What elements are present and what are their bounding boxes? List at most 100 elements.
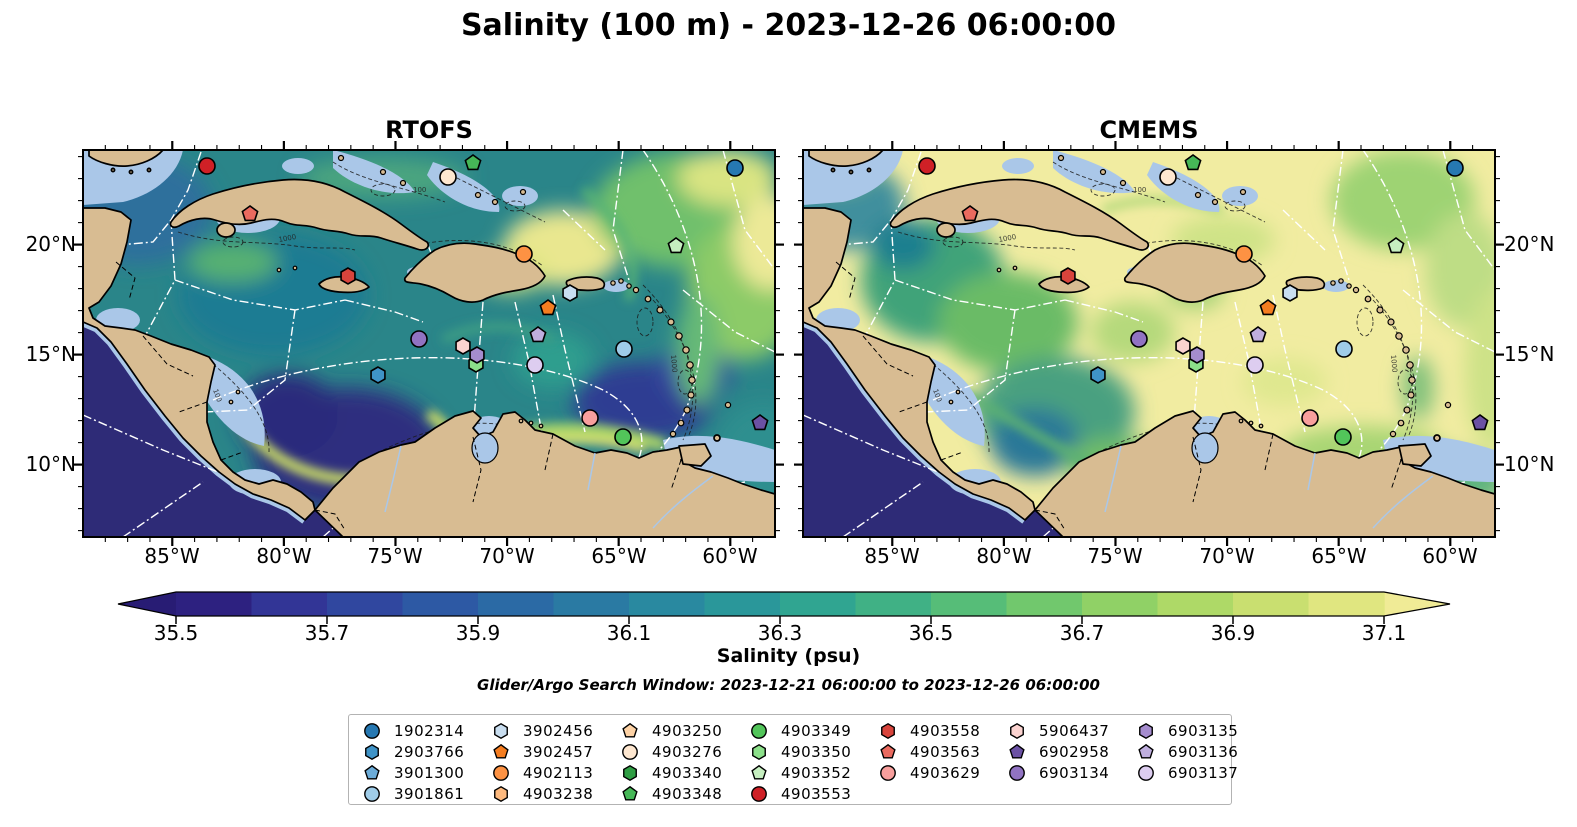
colorbar-tick-label: 35.7 bbox=[304, 621, 350, 645]
legend-marker-circle-icon bbox=[1138, 765, 1154, 781]
lon-tick-label-0-4: 65°W bbox=[591, 544, 647, 568]
legend-marker-circle-icon bbox=[751, 723, 767, 739]
legend-item-label: 4903276 bbox=[652, 743, 723, 761]
legend-item: 4903276 bbox=[621, 742, 722, 762]
colorbar-tick-label: 36.3 bbox=[757, 621, 803, 645]
legend-marker-hexagon-icon bbox=[365, 743, 379, 761]
colorbar-tick-label: 37.1 bbox=[1361, 621, 1407, 645]
legend-marker-circle-icon bbox=[1009, 765, 1025, 781]
legend-item-label: 4903350 bbox=[781, 743, 852, 761]
lon-tick-label-0-1: 80°W bbox=[256, 544, 312, 568]
legend-item: 3901861 bbox=[363, 784, 464, 804]
legend-item-label: 6903134 bbox=[1039, 764, 1110, 782]
lat-tick-label-left-0: 20°N bbox=[25, 232, 76, 256]
legend-item: 3902456 bbox=[492, 721, 593, 741]
panel-title-rtofs: RTOFS bbox=[385, 116, 473, 144]
search-window-subtitle: Glider/Argo Search Window: 2023-12-21 06… bbox=[477, 676, 1100, 694]
legend-item: 4903348 bbox=[621, 784, 722, 804]
legend-item: 1902314 bbox=[363, 721, 464, 741]
lon-tick-label-0-2: 75°W bbox=[367, 544, 423, 568]
legend-marker-pentagon-icon bbox=[751, 764, 767, 780]
panel-title-cmems: CMEMS bbox=[1099, 116, 1199, 144]
legend-item: 4903629 bbox=[879, 763, 980, 783]
legend-item: 4902113 bbox=[492, 763, 593, 783]
legend-item-label: 6902958 bbox=[1039, 743, 1110, 761]
figure-title: Salinity (100 m) - 2023-12-26 06:00:00 bbox=[460, 8, 1117, 43]
legend-marker-hexagon-icon bbox=[881, 722, 895, 740]
legend-item: 4903350 bbox=[750, 742, 851, 762]
legend-marker-hexagon-icon bbox=[752, 743, 766, 761]
legend-marker-pentagon-icon bbox=[493, 743, 509, 759]
legend-item-label: 6903135 bbox=[1168, 722, 1239, 740]
map-border bbox=[82, 149, 776, 538]
colorbar-tick-label: 36.7 bbox=[1059, 621, 1105, 645]
legend-marker-hexagon-icon bbox=[494, 785, 508, 803]
lon-tick-label-1-3: 70°W bbox=[1199, 544, 1255, 568]
legend-marker-pentagon-icon bbox=[622, 785, 638, 801]
legend-item-label: 4903558 bbox=[910, 722, 981, 740]
colorbar-label: Salinity (psu) bbox=[716, 645, 861, 667]
lon-tick-label-1-4: 65°W bbox=[1311, 544, 1367, 568]
legend-item-label: 1902314 bbox=[394, 722, 465, 740]
legend-marker-pentagon-icon bbox=[622, 722, 638, 738]
legend-item-label: 4903629 bbox=[910, 764, 981, 782]
legend-item: 6903135 bbox=[1137, 721, 1238, 741]
legend: 1902314 2903766 3901300 3901861 3902456 39024… bbox=[348, 714, 1238, 805]
colorbar-tick-label: 35.9 bbox=[455, 621, 501, 645]
colorbar-tick-label: 36.9 bbox=[1210, 621, 1256, 645]
legend-marker-pentagon-icon bbox=[1138, 743, 1154, 759]
legend-item-label: 4902113 bbox=[523, 764, 594, 782]
legend-item-label: 4903349 bbox=[781, 722, 852, 740]
legend-marker-circle-icon bbox=[364, 723, 380, 739]
lon-tick-label-1-1: 80°W bbox=[976, 544, 1032, 568]
legend-item: 6903136 bbox=[1137, 742, 1238, 762]
legend-item: 3901300 bbox=[363, 763, 464, 783]
lon-tick-label-1-5: 60°W bbox=[1422, 544, 1478, 568]
legend-marker-circle-icon bbox=[622, 744, 638, 760]
legend-marker-pentagon-icon bbox=[1009, 743, 1025, 759]
colorbar-tick-label: 35.5 bbox=[153, 621, 199, 645]
legend-item-label: 4903553 bbox=[781, 785, 852, 803]
legend-item: 4903250 bbox=[621, 721, 722, 741]
legend-item: 6903137 bbox=[1137, 763, 1238, 783]
legend-item-label: 6903137 bbox=[1168, 764, 1239, 782]
legend-item: 5906437 bbox=[1008, 721, 1109, 741]
legend-marker-circle-icon bbox=[751, 786, 767, 802]
legend-marker-pentagon-icon bbox=[364, 764, 380, 780]
legend-item: 4903553 bbox=[750, 784, 851, 804]
legend-item: 6903134 bbox=[1008, 763, 1109, 783]
lat-tick-label-right-1: 15°N bbox=[1504, 342, 1555, 366]
legend-item: 4903563 bbox=[879, 742, 980, 762]
legend-marker-circle-icon bbox=[493, 765, 509, 781]
legend-marker-hexagon-icon bbox=[1010, 722, 1024, 740]
lon-tick-label-1-2: 75°W bbox=[1087, 544, 1143, 568]
lat-tick-label-left-1: 15°N bbox=[25, 342, 76, 366]
legend-item: 4903558 bbox=[879, 721, 980, 741]
legend-item: 4903349 bbox=[750, 721, 851, 741]
legend-item-label: 4903348 bbox=[652, 785, 723, 803]
legend-item: 4903352 bbox=[750, 763, 851, 783]
legend-item-label: 3901300 bbox=[394, 764, 465, 782]
legend-item-label: 5906437 bbox=[1039, 722, 1110, 740]
legend-marker-hexagon-icon bbox=[623, 764, 637, 782]
legend-item-label: 4903238 bbox=[523, 785, 594, 803]
legend-marker-hexagon-icon bbox=[494, 722, 508, 740]
lat-tick-label-left-2: 10°N bbox=[25, 452, 76, 476]
legend-marker-hexagon-icon bbox=[1139, 722, 1153, 740]
legend-item: 2903766 bbox=[363, 742, 464, 762]
legend-item-label: 4903250 bbox=[652, 722, 723, 740]
lon-tick-label-0-3: 70°W bbox=[479, 544, 535, 568]
colorbar-tick-label: 36.5 bbox=[908, 621, 954, 645]
legend-item-label: 6903136 bbox=[1168, 743, 1239, 761]
map-panel-cmems bbox=[792, 139, 1506, 548]
lon-tick-label-0-5: 60°W bbox=[702, 544, 758, 568]
lon-tick-label-1-0: 85°W bbox=[864, 544, 920, 568]
legend-item-label: 3901861 bbox=[394, 785, 465, 803]
legend-item: 3902457 bbox=[492, 742, 593, 762]
colorbar bbox=[117, 591, 1451, 624]
map-panel-rtofs bbox=[72, 139, 786, 548]
legend-item-label: 3902456 bbox=[523, 722, 594, 740]
legend-item-label: 3902457 bbox=[523, 743, 594, 761]
legend-marker-pentagon-icon bbox=[880, 743, 896, 759]
